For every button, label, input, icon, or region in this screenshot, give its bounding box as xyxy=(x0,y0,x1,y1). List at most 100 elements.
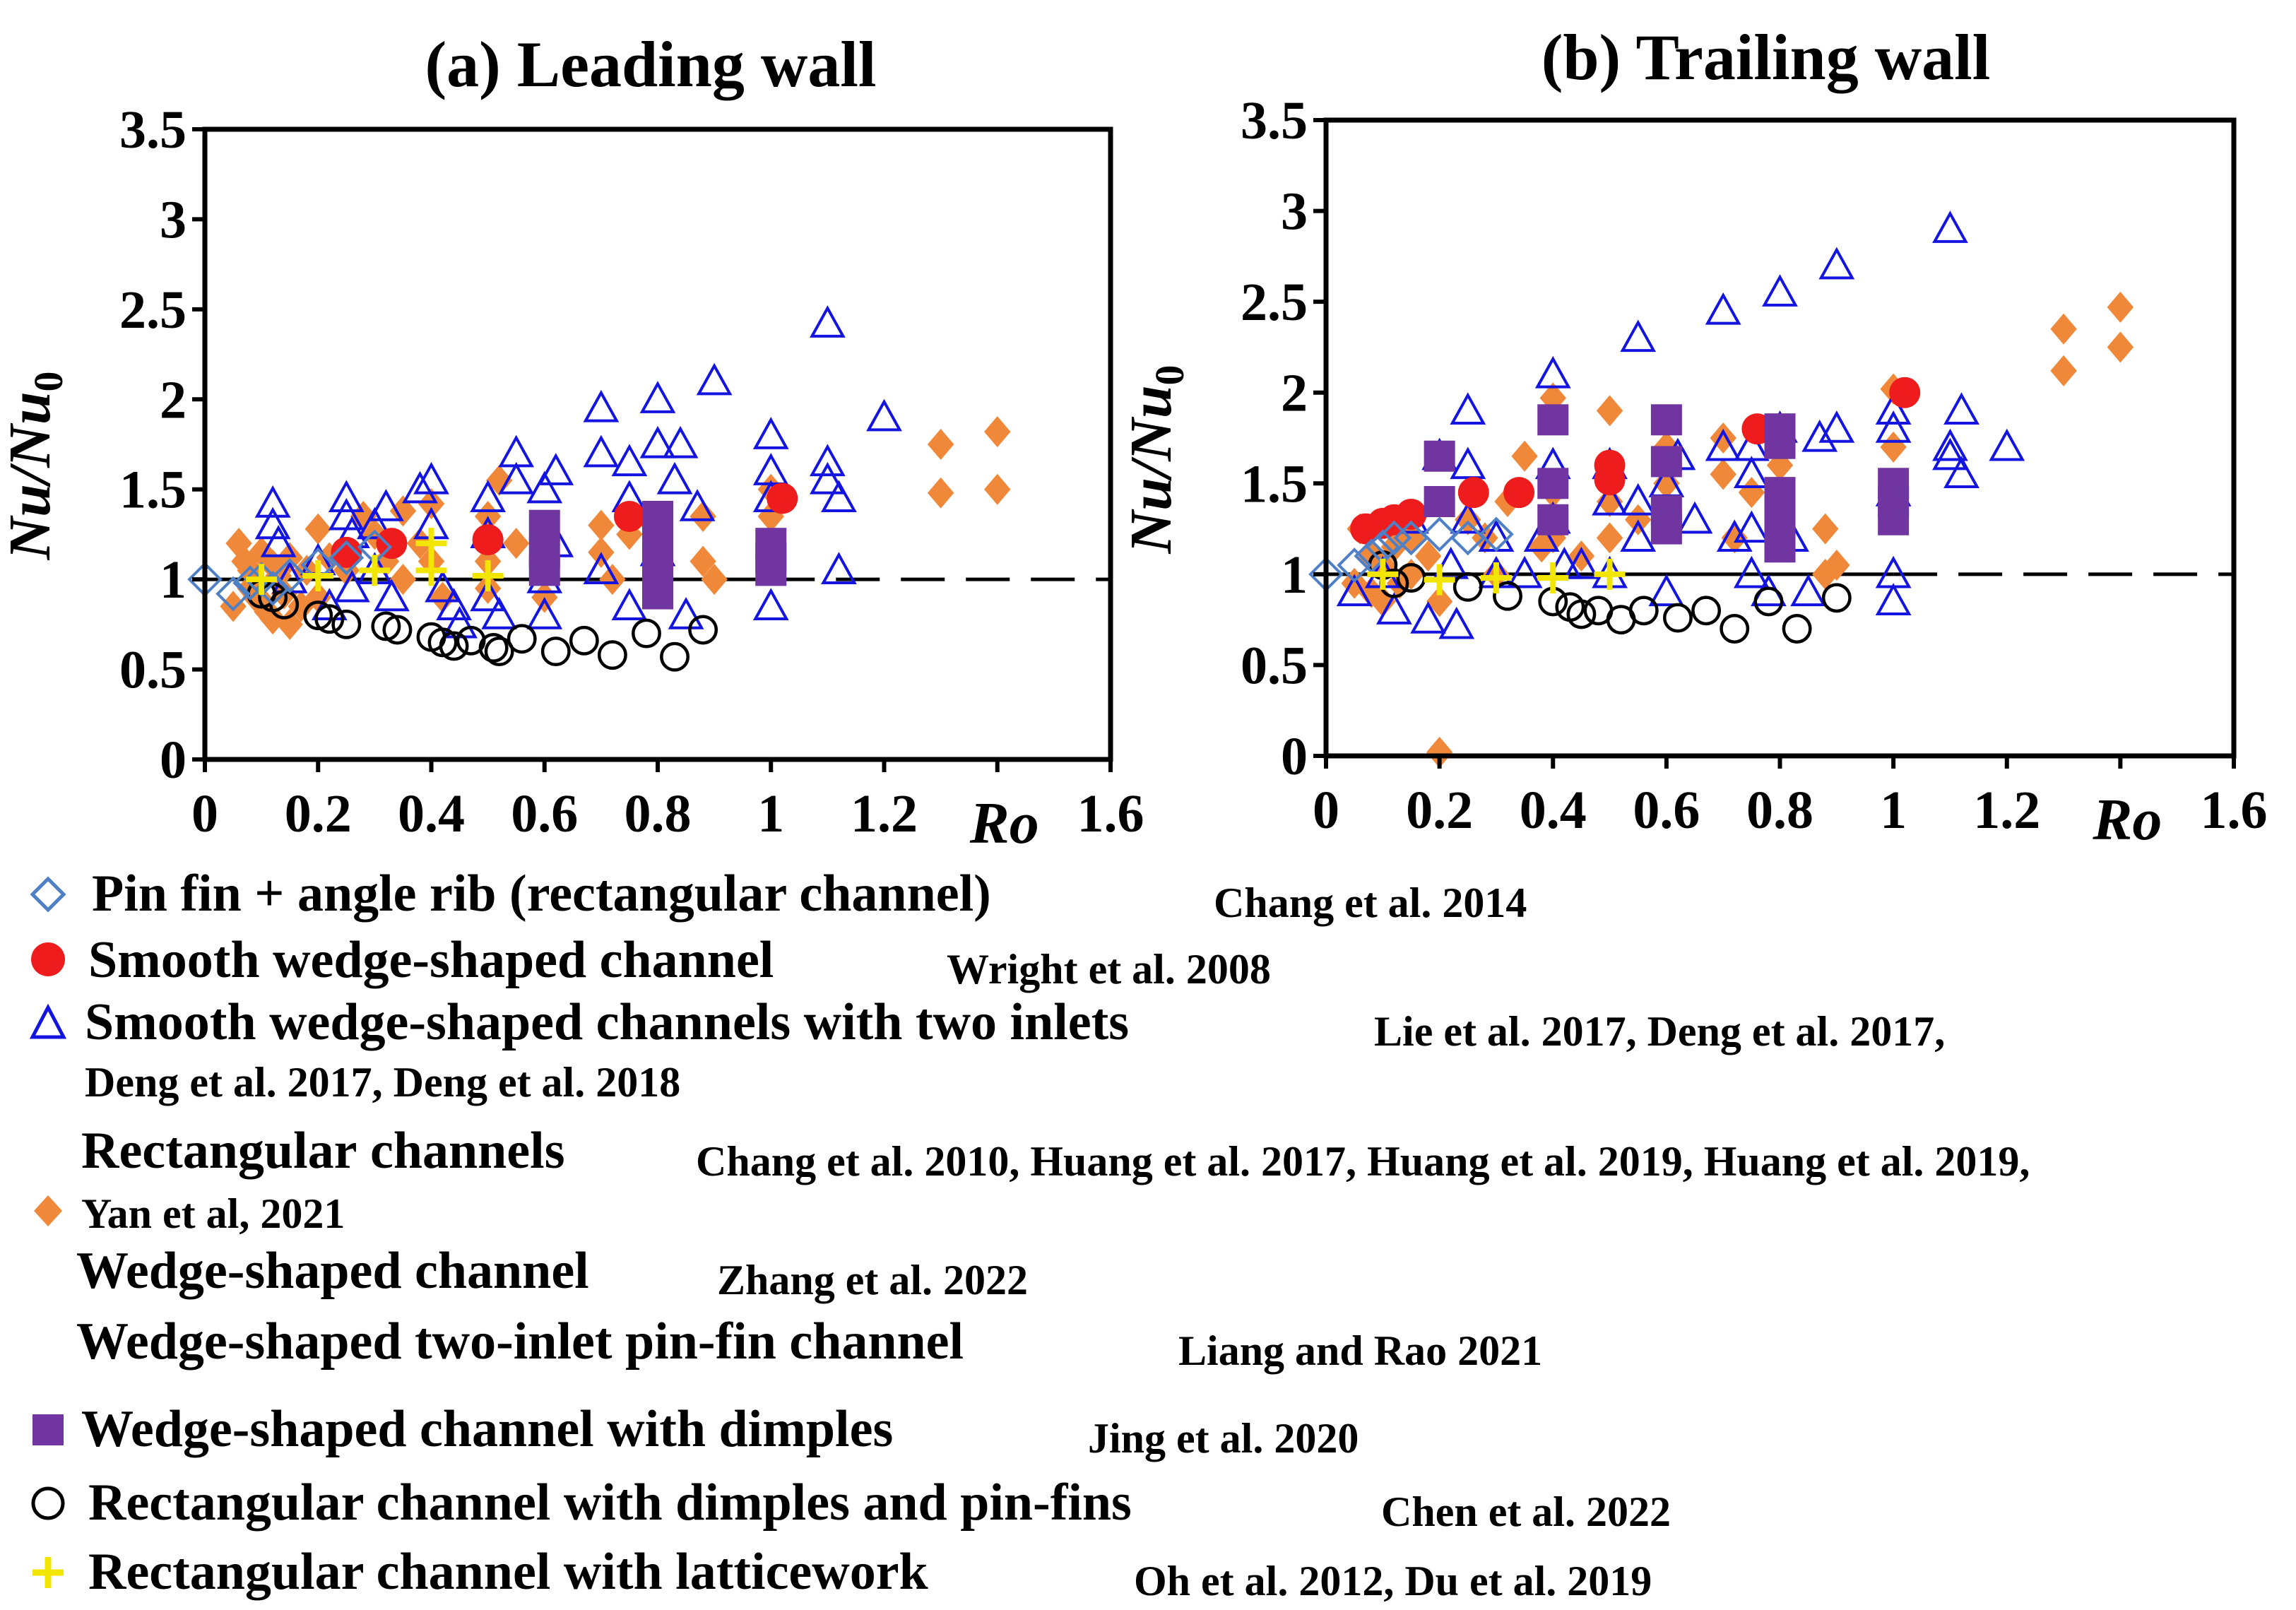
legend-reference: Yan et al, 2021 xyxy=(81,1190,345,1237)
data-point-diamond-filled xyxy=(389,564,417,596)
legend-marker-diamond-filled xyxy=(34,1195,62,1226)
data-point-triangle-open xyxy=(1450,392,1486,425)
data-point-triangle-open xyxy=(1875,392,1912,425)
data-point-triangle-open xyxy=(470,579,507,612)
data-point-circle-open xyxy=(540,637,571,667)
data-point-diamond-filled xyxy=(1455,504,1481,535)
data-point-triangle-open xyxy=(413,461,449,495)
data-point-diamond-filled xyxy=(984,416,1011,448)
y-tick-label: 1.5 xyxy=(1241,454,1308,514)
data-point-circle-open xyxy=(1628,596,1659,626)
legend-reference: Wright et al. 2008 xyxy=(947,946,1271,993)
data-point-triangle-open xyxy=(1523,519,1560,552)
data-point-plus xyxy=(302,560,334,592)
data-point-diamond-filled xyxy=(502,528,530,560)
data-point-triangle-open xyxy=(1943,392,1980,425)
data-point-triangle-open xyxy=(356,507,393,540)
legend-reference: Zhang et al. 2022 xyxy=(717,1257,1029,1303)
data-point-diamond-filled xyxy=(1653,468,1680,499)
x-tick-label: 0.6 xyxy=(511,784,578,844)
data-point-diamond-filled xyxy=(599,564,626,596)
legend-marker-diamond-open xyxy=(30,876,66,913)
data-point-triangle-open xyxy=(1563,546,1599,579)
y-tick-label: 0.5 xyxy=(1241,636,1308,695)
data-point-triangle-open xyxy=(526,596,563,629)
data-point-triangle-open xyxy=(752,417,789,449)
data-point-diamond-filled xyxy=(1596,522,1623,554)
data-point-triangle-open xyxy=(254,485,291,518)
data-point-diamond-filled xyxy=(984,473,1011,505)
data-point-triangle-open xyxy=(662,425,699,458)
data-point-triangle-open xyxy=(1620,519,1657,552)
data-point-diamond-filled xyxy=(1369,586,1397,617)
data-point-square-filled xyxy=(1764,504,1796,535)
data-point-diamond-filled xyxy=(1511,440,1538,472)
data-point-diamond-filled xyxy=(1721,522,1748,554)
data-point-triangle-open xyxy=(1762,274,1798,307)
data-point-triangle-open xyxy=(583,389,620,422)
data-point-circle-open xyxy=(1720,614,1750,644)
data-point-diamond-filled xyxy=(2050,313,2077,345)
data-point-square-filled xyxy=(1764,427,1796,459)
data-point-plus xyxy=(246,564,278,596)
data-point-circle-filled xyxy=(767,483,798,514)
data-point-diamond-filled xyxy=(1414,540,1442,572)
data-point-diamond-filled xyxy=(304,513,331,545)
x-tick-label: 0.4 xyxy=(398,784,465,844)
data-point-diamond-open xyxy=(1393,520,1429,556)
data-point-triangle-open xyxy=(402,470,438,504)
data-point-square-filled xyxy=(528,509,560,541)
data-point-triangle-open xyxy=(1801,419,1838,452)
data-point-triangle-open xyxy=(611,444,648,477)
data-point-triangle-open xyxy=(1989,428,2025,461)
data-point-circle-open xyxy=(1566,599,1597,629)
data-point-circle-open xyxy=(1493,581,1522,611)
data-point-triangle-open xyxy=(1438,606,1475,639)
legend-label: Wedge-shaped two-inlet pin-fin channel xyxy=(76,1313,964,1371)
data-point-square-filled xyxy=(1537,468,1569,499)
series-latticework xyxy=(246,528,504,596)
x-tick-label: 0.6 xyxy=(1633,781,1700,840)
data-point-triangle-open xyxy=(1818,247,1855,280)
legend-marker-triangle-open xyxy=(29,1003,67,1039)
data-point-diamond-filled xyxy=(350,500,377,532)
data-point-circle-open xyxy=(688,615,718,645)
data-point-square-filled xyxy=(528,555,560,586)
data-point-circle-open xyxy=(331,609,362,639)
data-point-diamond-filled xyxy=(429,581,456,613)
y-tick-label: 3 xyxy=(160,190,187,249)
data-point-triangle-open xyxy=(809,461,846,495)
data-point-triangle-open xyxy=(328,480,365,513)
x-axis-label: Ro xyxy=(969,791,1039,856)
plot-frame xyxy=(202,126,1113,762)
data-point-circle-open xyxy=(371,611,401,641)
data-point-diamond-filled xyxy=(1426,586,1453,617)
data-point-plus xyxy=(415,555,447,586)
data-point-square-filled xyxy=(755,555,787,586)
data-point-circle-open xyxy=(569,625,599,656)
y-tick-label: 0 xyxy=(160,730,187,790)
legend-marker-circle-open xyxy=(31,1486,65,1520)
data-point-diamond-filled xyxy=(1426,736,1453,768)
data-point-triangle-open xyxy=(425,569,461,603)
legend-label: Rectangular channel with latticework xyxy=(88,1543,928,1601)
y-tick-label: 3.5 xyxy=(119,100,187,160)
data-point-diamond-filled xyxy=(927,477,954,509)
x-tick-label: 1.2 xyxy=(1973,781,2040,840)
legend-marker-circle-filled xyxy=(31,942,65,976)
chart-trailing-wall: (b) Trailing wall 0 0.5 1 1.5 2 2.5 3 3.5 0 0.2 0.4… xyxy=(1118,21,2268,853)
data-point-triangle-open xyxy=(1336,574,1373,607)
data-point-triangle-open xyxy=(526,470,563,504)
series-dimples xyxy=(528,500,787,610)
data-point-circle-open xyxy=(507,624,537,654)
data-point-circle-filled xyxy=(331,536,362,568)
data-point-plus xyxy=(1424,564,1455,596)
data-point-circle-filled xyxy=(1395,499,1427,530)
data-point-triangle-open xyxy=(656,461,693,495)
data-point-circle-filled xyxy=(376,528,408,560)
legend-label: Rectangular channels xyxy=(81,1122,565,1180)
data-point-diamond-filled xyxy=(1568,540,1595,572)
data-point-circle-open xyxy=(314,604,345,634)
data-point-circle-open xyxy=(1753,586,1784,617)
data-point-circle-filled xyxy=(1503,477,1535,509)
